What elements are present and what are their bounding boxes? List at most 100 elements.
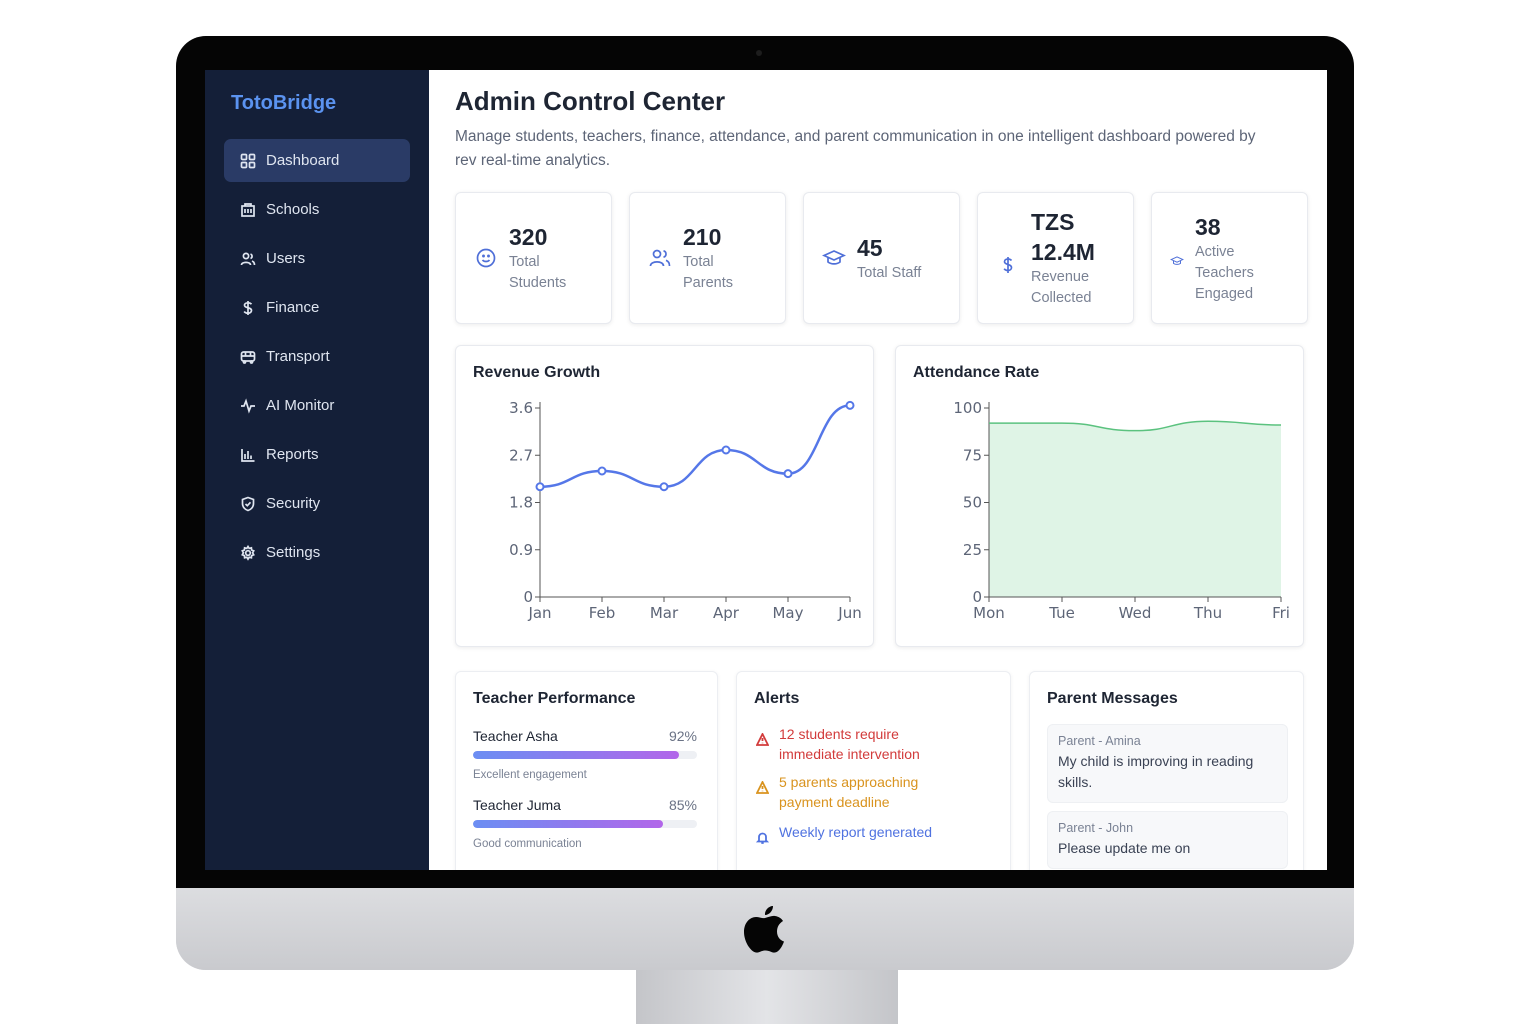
bell-icon bbox=[756, 832, 769, 844]
sidebar-item-label: Transport bbox=[266, 348, 330, 365]
sidebar-item-security[interactable]: Security bbox=[224, 482, 410, 525]
panel-title: Teacher Performance bbox=[473, 690, 636, 707]
parent-messages-panel: Parent Messages Parent - Amina My child … bbox=[1029, 671, 1304, 870]
x-tick-label: Apr bbox=[713, 604, 740, 622]
stat-label: Total Students bbox=[509, 254, 567, 291]
sidebar-item-label: Security bbox=[266, 495, 321, 512]
x-tick-label: Fri bbox=[1272, 604, 1290, 622]
shield-icon bbox=[241, 496, 255, 511]
stats-row: 320 Total Students 210 Total Parents 45 … bbox=[455, 192, 1308, 324]
sidebar-item-ai-monitor[interactable]: AI Monitor bbox=[224, 384, 410, 427]
stat-value: TZS 12.4M bbox=[1031, 209, 1095, 265]
message-body: My child is improving in reading skills. bbox=[1058, 753, 1254, 790]
y-tick-label: 25 bbox=[963, 541, 982, 559]
message-sender: Parent - Amina bbox=[1058, 734, 1141, 748]
x-tick-label: Thu bbox=[1193, 604, 1222, 622]
y-tick-label: 0.9 bbox=[509, 541, 533, 559]
stat-card-parents[interactable]: 210 Total Parents bbox=[629, 192, 786, 324]
stat-value: 45 bbox=[857, 234, 883, 261]
alerts-panel: Alerts 12 students require immediate int… bbox=[736, 671, 1011, 870]
y-tick-label: 75 bbox=[963, 446, 982, 464]
x-tick-label: Jan bbox=[527, 604, 551, 622]
teacher-performance-item[interactable]: Teacher Asha 92% Excellent engagement bbox=[473, 728, 697, 781]
sidebar-item-settings[interactable]: Settings bbox=[224, 531, 410, 574]
y-tick-label: 2.7 bbox=[509, 446, 533, 464]
y-tick-label: 1.8 bbox=[509, 494, 533, 512]
teacher-performance-panel: Teacher Performance Teacher Asha 92% Exc… bbox=[455, 671, 718, 870]
charts-row: Revenue Growth 0 0.9 1.8 2.7 3.6 Jan Feb Mar Apr… bbox=[455, 345, 1308, 647]
message-item[interactable]: Parent - John Please update me on bbox=[1047, 811, 1288, 869]
sidebar-item-label: Schools bbox=[266, 201, 320, 218]
stat-label: Revenue Collected bbox=[1031, 269, 1092, 306]
sidebar-item-users[interactable]: Users bbox=[224, 237, 410, 280]
monitor-chin bbox=[176, 888, 1354, 970]
y-tick-label: 50 bbox=[963, 494, 982, 512]
x-tick-label: Tue bbox=[1048, 604, 1075, 622]
alert-item[interactable]: Weekly report generated bbox=[756, 822, 986, 844]
brand-logo[interactable]: TotoBridge bbox=[231, 92, 337, 114]
alert-text: 5 parents approaching payment deadline bbox=[779, 774, 919, 810]
sidebar: TotoBridge Dashboard Schools Users Finan… bbox=[205, 70, 429, 870]
x-tick-label: Wed bbox=[1119, 604, 1152, 622]
sidebar-item-label: Settings bbox=[266, 544, 321, 561]
area-fill bbox=[989, 421, 1281, 597]
series-line bbox=[539, 404, 851, 489]
progress-fill bbox=[473, 820, 664, 828]
stat-card-teachers[interactable]: 38 Active Teachers Engaged bbox=[1151, 192, 1308, 324]
sidebar-item-transport[interactable]: Transport bbox=[224, 335, 410, 378]
data-point bbox=[783, 469, 793, 479]
teacher-note: Excellent engagement bbox=[473, 769, 587, 781]
revenue-growth-card: Revenue Growth 0 0.9 1.8 2.7 3.6 Jan Feb Mar Apr… bbox=[455, 345, 874, 647]
warning-icon bbox=[756, 781, 769, 794]
sidebar-item-label: Reports bbox=[266, 446, 319, 463]
message-sender: Parent - John bbox=[1058, 821, 1134, 835]
sidebar-item-label: Dashboard bbox=[266, 152, 340, 169]
stat-card-staff[interactable]: 45 Total Staff bbox=[803, 192, 960, 324]
dollar-icon bbox=[1003, 257, 1013, 273]
warning-icon bbox=[756, 733, 769, 746]
bar-chart-icon bbox=[241, 448, 255, 462]
page-title: Admin Control Center bbox=[455, 86, 726, 116]
teacher-name: Teacher Asha bbox=[473, 728, 558, 744]
sidebar-item-label: Finance bbox=[266, 299, 320, 316]
grid-icon bbox=[240, 153, 256, 168]
y-tick-label: 0 bbox=[523, 588, 533, 606]
sidebar-item-finance[interactable]: Finance bbox=[224, 286, 410, 329]
teacher-performance-item[interactable]: Teacher Juma 85% Good communication bbox=[473, 797, 697, 850]
alert-text: Weekly report generated bbox=[779, 824, 933, 840]
panels-row: Teacher Performance Teacher Asha 92% Exc… bbox=[455, 671, 1308, 870]
camera-icon bbox=[756, 50, 762, 56]
sidebar-item-label: AI Monitor bbox=[266, 397, 335, 414]
page-subtitle: Manage students, teachers, finance, atte… bbox=[455, 128, 1256, 169]
graduation-cap-icon bbox=[822, 250, 846, 265]
panel-title: Alerts bbox=[754, 690, 800, 707]
stat-label: Total Parents bbox=[683, 254, 733, 291]
data-point bbox=[845, 400, 855, 410]
data-point bbox=[659, 482, 669, 492]
users-icon bbox=[649, 249, 671, 267]
stat-label: Active Teachers Engaged bbox=[1195, 243, 1254, 302]
sidebar-item-schools[interactable]: Schools bbox=[224, 188, 410, 231]
x-tick-label: May bbox=[772, 604, 803, 622]
alert-item[interactable]: 5 parents approaching payment deadline bbox=[756, 772, 956, 812]
message-item[interactable]: Parent - Amina My child is improving in … bbox=[1047, 724, 1288, 803]
teacher-percent: 92% bbox=[668, 728, 697, 744]
stat-label: Total Staff bbox=[857, 264, 922, 281]
progress-track bbox=[473, 751, 697, 759]
x-tick-label: Mar bbox=[650, 604, 679, 622]
main-content: Admin Control Center Manage students, te… bbox=[429, 70, 1327, 870]
sidebar-item-dashboard[interactable]: Dashboard bbox=[224, 139, 410, 182]
message-body: Please update me on bbox=[1058, 840, 1191, 856]
graduation-cap-icon bbox=[1170, 256, 1184, 265]
stat-value: 210 bbox=[683, 224, 722, 250]
stat-value: 320 bbox=[509, 224, 548, 250]
panel-title: Parent Messages bbox=[1047, 690, 1178, 707]
app-screen: TotoBridge Dashboard Schools Users Finan… bbox=[205, 70, 1327, 870]
teacher-percent: 85% bbox=[668, 797, 697, 813]
stat-value: 38 bbox=[1195, 213, 1221, 240]
stat-card-revenue[interactable]: TZS 12.4M Revenue Collected bbox=[977, 192, 1134, 324]
sidebar-item-reports[interactable]: Reports bbox=[224, 433, 410, 476]
alert-text: 12 students require immediate interventi… bbox=[779, 726, 920, 762]
stat-card-students[interactable]: 320 Total Students bbox=[455, 192, 612, 324]
alert-item[interactable]: 12 students require immediate interventi… bbox=[756, 724, 956, 764]
